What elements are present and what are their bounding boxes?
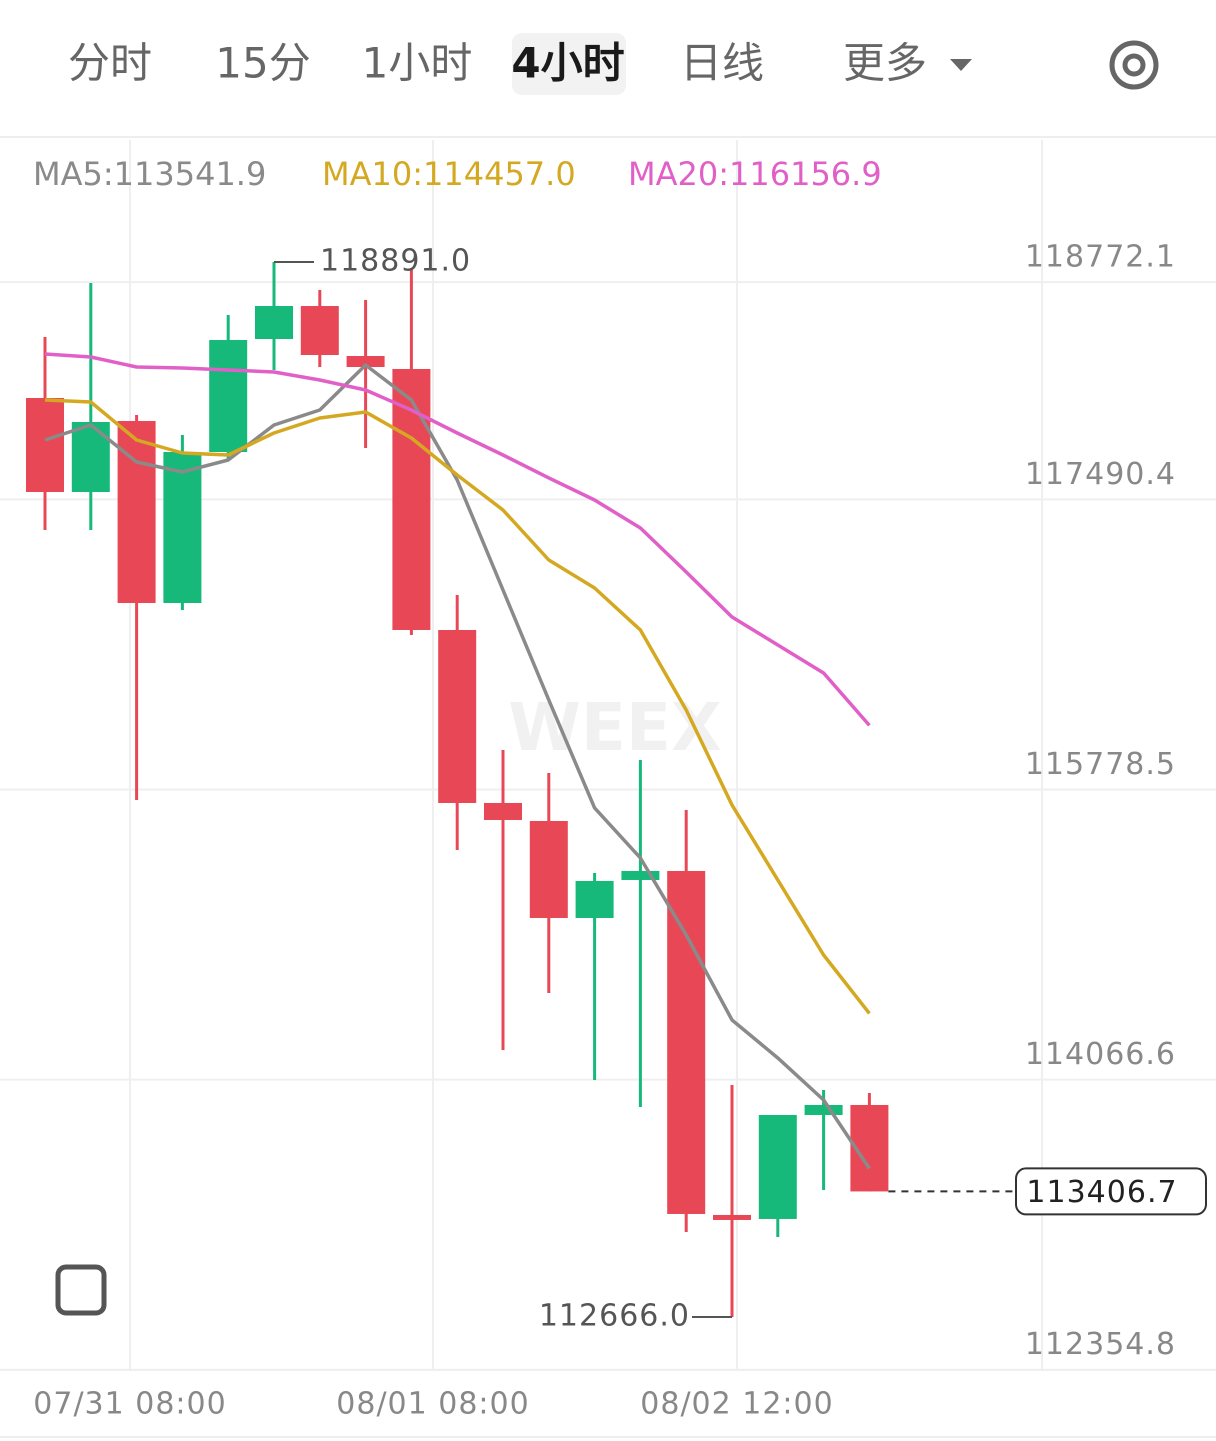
candle-body bbox=[300, 306, 339, 356]
ma-legend: MA5:113541.9 bbox=[33, 155, 266, 193]
tab[interactable]: 1小时 bbox=[362, 39, 473, 88]
watermark: WEEX bbox=[508, 689, 722, 766]
candle-body bbox=[117, 421, 156, 603]
ma-line bbox=[44, 363, 871, 1170]
tab[interactable]: 日线 bbox=[680, 39, 764, 88]
ma-legend: MA10:114457.0 bbox=[322, 155, 576, 193]
high-label: 118891.0 bbox=[320, 244, 471, 279]
y-tick-label: 118772.1 bbox=[1025, 240, 1176, 275]
y-tick-label: 112354.8 bbox=[1025, 1327, 1176, 1362]
tab[interactable]: 更多 bbox=[843, 39, 927, 88]
candle-body bbox=[758, 1114, 797, 1219]
tab[interactable]: 15分 bbox=[215, 39, 310, 88]
low-label: 112666.0 bbox=[539, 1298, 690, 1333]
candle-body bbox=[438, 629, 477, 803]
tab[interactable]: 4小时 bbox=[511, 39, 624, 88]
candle-body bbox=[255, 306, 293, 340]
last-price-label: 113406.7 bbox=[1026, 1175, 1177, 1210]
ma-line bbox=[44, 352, 871, 727]
candle-body bbox=[71, 422, 110, 492]
candle-body bbox=[26, 398, 64, 492]
x-tick-label: 08/01 08:00 bbox=[336, 1387, 529, 1422]
tab[interactable]: 分时 bbox=[68, 39, 152, 88]
candle-body bbox=[163, 451, 202, 603]
y-tick-label: 114066.6 bbox=[1025, 1037, 1176, 1072]
candle-body bbox=[346, 356, 385, 368]
settings-icon[interactable] bbox=[1109, 40, 1159, 90]
last-price-box bbox=[1015, 1167, 1207, 1216]
x-tick-label: 07/31 08:00 bbox=[33, 1387, 226, 1422]
candle-body bbox=[804, 1104, 843, 1115]
candle-body bbox=[392, 369, 431, 630]
y-tick-label: 115778.5 bbox=[1025, 747, 1176, 782]
candle-body bbox=[575, 880, 614, 918]
candle-body bbox=[484, 802, 522, 820]
candle-body bbox=[667, 870, 706, 1214]
ma-line bbox=[44, 398, 871, 1015]
expand-icon[interactable] bbox=[55, 1264, 107, 1316]
ma-legend: MA20:116156.9 bbox=[628, 155, 882, 193]
candle-body bbox=[529, 820, 568, 918]
x-tick-label: 08/02 12:00 bbox=[640, 1387, 833, 1422]
candle-body bbox=[621, 870, 660, 880]
candle-body bbox=[209, 340, 248, 452]
tab-highlight bbox=[512, 33, 626, 95]
y-tick-label: 117490.4 bbox=[1025, 457, 1176, 492]
dropdown-arrow[interactable] bbox=[950, 59, 972, 71]
candle-body bbox=[713, 1214, 751, 1220]
